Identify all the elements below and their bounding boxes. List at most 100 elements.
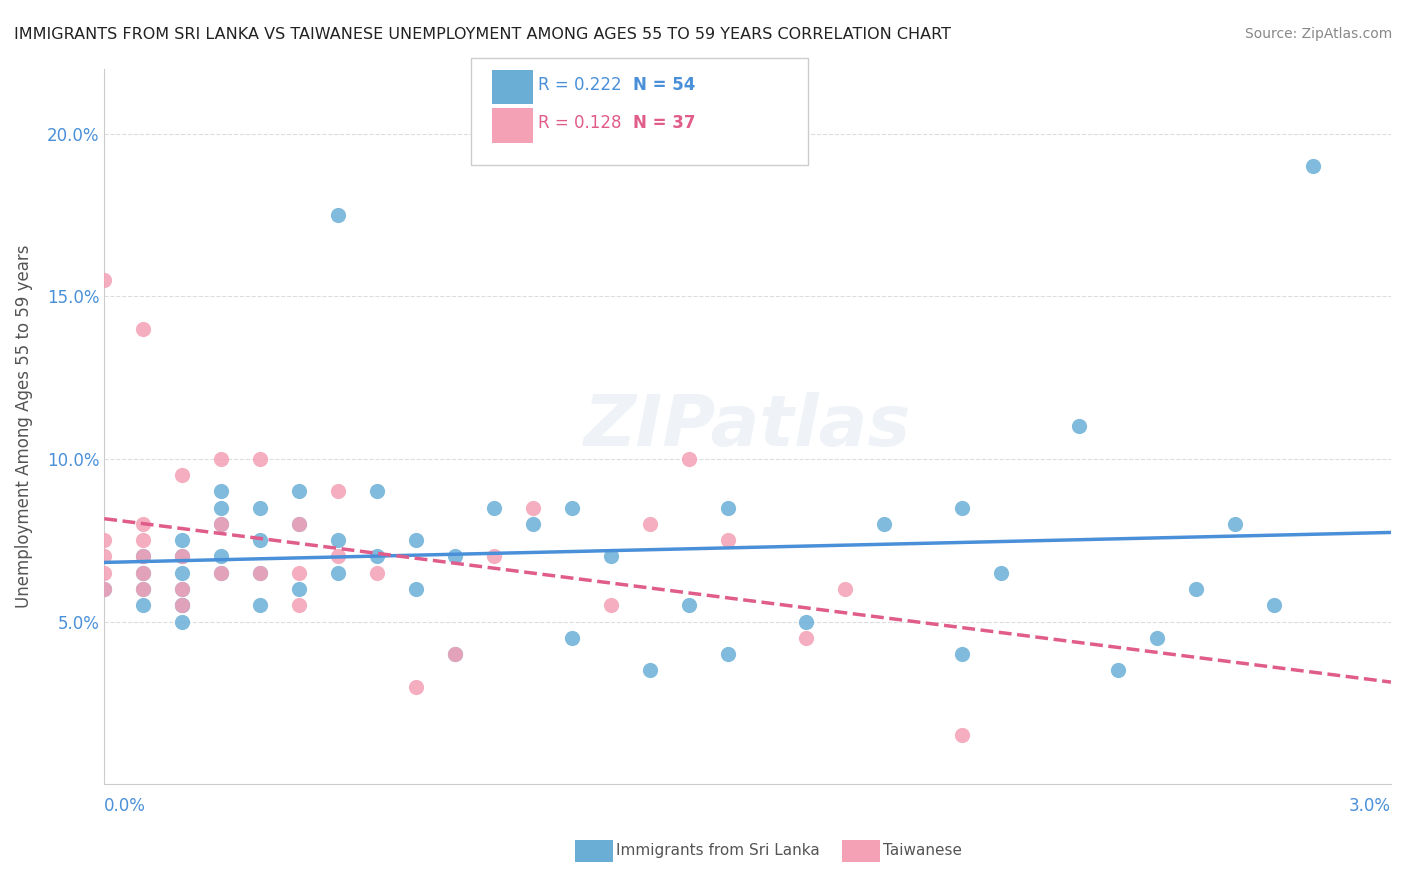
Point (209, 484, 232, 499)
Point (522, 500, 544, 515)
Point (172, 533, 194, 548)
Point (366, 484, 388, 499)
Point (405, 680, 427, 694)
Point (172, 468, 194, 483)
Point (288, 599, 311, 613)
Point (249, 451, 271, 466)
Point (132, 322, 155, 336)
Point (132, 549, 155, 564)
Point (288, 516, 311, 531)
Point (93, 582, 115, 596)
Point (950, 647, 973, 661)
Point (678, 599, 700, 613)
Point (717, 500, 740, 515)
Text: ZIPatlas: ZIPatlas (583, 392, 911, 461)
Point (600, 549, 623, 564)
Text: R = 0.128: R = 0.128 (538, 114, 621, 132)
Point (1067, 419, 1090, 434)
Point (950, 728, 973, 742)
Point (638, 664, 661, 678)
Point (1302, 159, 1324, 173)
Point (172, 582, 194, 596)
Point (328, 549, 350, 564)
Text: IMMIGRANTS FROM SRI LANKA VS TAIWANESE UNEMPLOYMENT AMONG AGES 55 TO 59 YEARS CO: IMMIGRANTS FROM SRI LANKA VS TAIWANESE U… (14, 27, 950, 42)
Point (209, 516, 232, 531)
Point (288, 484, 311, 499)
Point (328, 484, 350, 499)
Text: R = 0.222: R = 0.222 (538, 76, 621, 94)
Point (209, 566, 232, 580)
Point (93, 273, 115, 287)
Point (561, 500, 583, 515)
Point (132, 582, 155, 596)
Point (444, 647, 467, 661)
Point (172, 599, 194, 613)
Text: Immigrants from Sri Lanka: Immigrants from Sri Lanka (616, 844, 820, 858)
Point (717, 533, 740, 548)
Point (93, 582, 115, 596)
Point (132, 533, 155, 548)
Text: 3.0%: 3.0% (1348, 797, 1391, 815)
Point (366, 566, 388, 580)
Text: 0.0%: 0.0% (104, 797, 146, 815)
Point (93, 549, 115, 564)
Point (132, 582, 155, 596)
Point (209, 451, 232, 466)
Point (172, 615, 194, 629)
Point (405, 582, 427, 596)
Point (209, 516, 232, 531)
Point (172, 549, 194, 564)
Point (249, 566, 271, 580)
Point (678, 451, 700, 466)
Point (172, 582, 194, 596)
Point (288, 582, 311, 596)
Text: N = 54: N = 54 (633, 76, 695, 94)
Point (794, 615, 817, 629)
Point (209, 549, 232, 564)
Point (132, 549, 155, 564)
Point (1107, 664, 1129, 678)
Point (93, 566, 115, 580)
Point (950, 500, 973, 515)
Point (132, 566, 155, 580)
Point (132, 566, 155, 580)
Text: N = 37: N = 37 (633, 114, 695, 132)
Point (1263, 599, 1285, 613)
Point (172, 566, 194, 580)
Point (209, 566, 232, 580)
Point (717, 647, 740, 661)
Point (1185, 582, 1208, 596)
Point (172, 549, 194, 564)
Point (1146, 631, 1168, 645)
Point (405, 533, 427, 548)
Point (249, 500, 271, 515)
Point (794, 631, 817, 645)
Point (600, 599, 623, 613)
Point (249, 599, 271, 613)
Point (288, 516, 311, 531)
Point (990, 566, 1012, 580)
Point (1223, 516, 1246, 531)
Point (288, 566, 311, 580)
Y-axis label: Unemployment Among Ages 55 to 59 years: Unemployment Among Ages 55 to 59 years (15, 244, 32, 608)
Point (638, 516, 661, 531)
Point (873, 516, 896, 531)
Point (444, 647, 467, 661)
Point (328, 533, 350, 548)
Point (561, 631, 583, 645)
Text: Taiwanese: Taiwanese (883, 844, 962, 858)
Point (366, 549, 388, 564)
Text: Source: ZipAtlas.com: Source: ZipAtlas.com (1244, 27, 1392, 41)
Point (132, 516, 155, 531)
Point (522, 516, 544, 531)
Point (132, 599, 155, 613)
Point (328, 208, 350, 222)
Point (93, 533, 115, 548)
Point (249, 533, 271, 548)
Point (328, 566, 350, 580)
Point (834, 582, 856, 596)
Point (209, 500, 232, 515)
Point (249, 566, 271, 580)
Point (482, 549, 505, 564)
Point (444, 549, 467, 564)
